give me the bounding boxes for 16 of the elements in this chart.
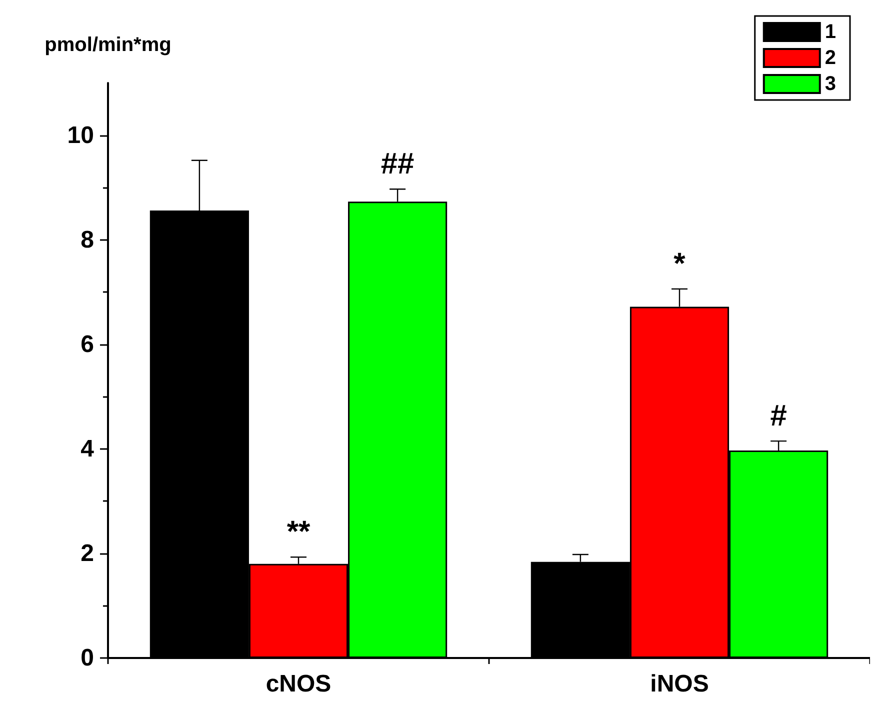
data-label: **: [286, 516, 310, 549]
data-label: #: [770, 400, 788, 433]
x-tick-label: cNOS: [266, 670, 332, 698]
x-tick-label: iNOS: [650, 670, 709, 698]
data-label: ##: [380, 148, 415, 181]
y-tick-label: 2: [80, 540, 94, 567]
legend-label: 1: [824, 21, 836, 43]
y-tick-label: 4: [80, 435, 95, 462]
y-axis-title: pmol/min*mg: [44, 34, 172, 56]
y-tick-label: 10: [67, 122, 94, 149]
legend-label: 2: [824, 47, 836, 69]
y-tick-label: 0: [80, 644, 94, 672]
data-label: *: [674, 247, 686, 280]
y-tick-label: 6: [80, 330, 94, 358]
legend-label: 3: [824, 73, 836, 95]
y-tick-label: 8: [80, 226, 94, 254]
